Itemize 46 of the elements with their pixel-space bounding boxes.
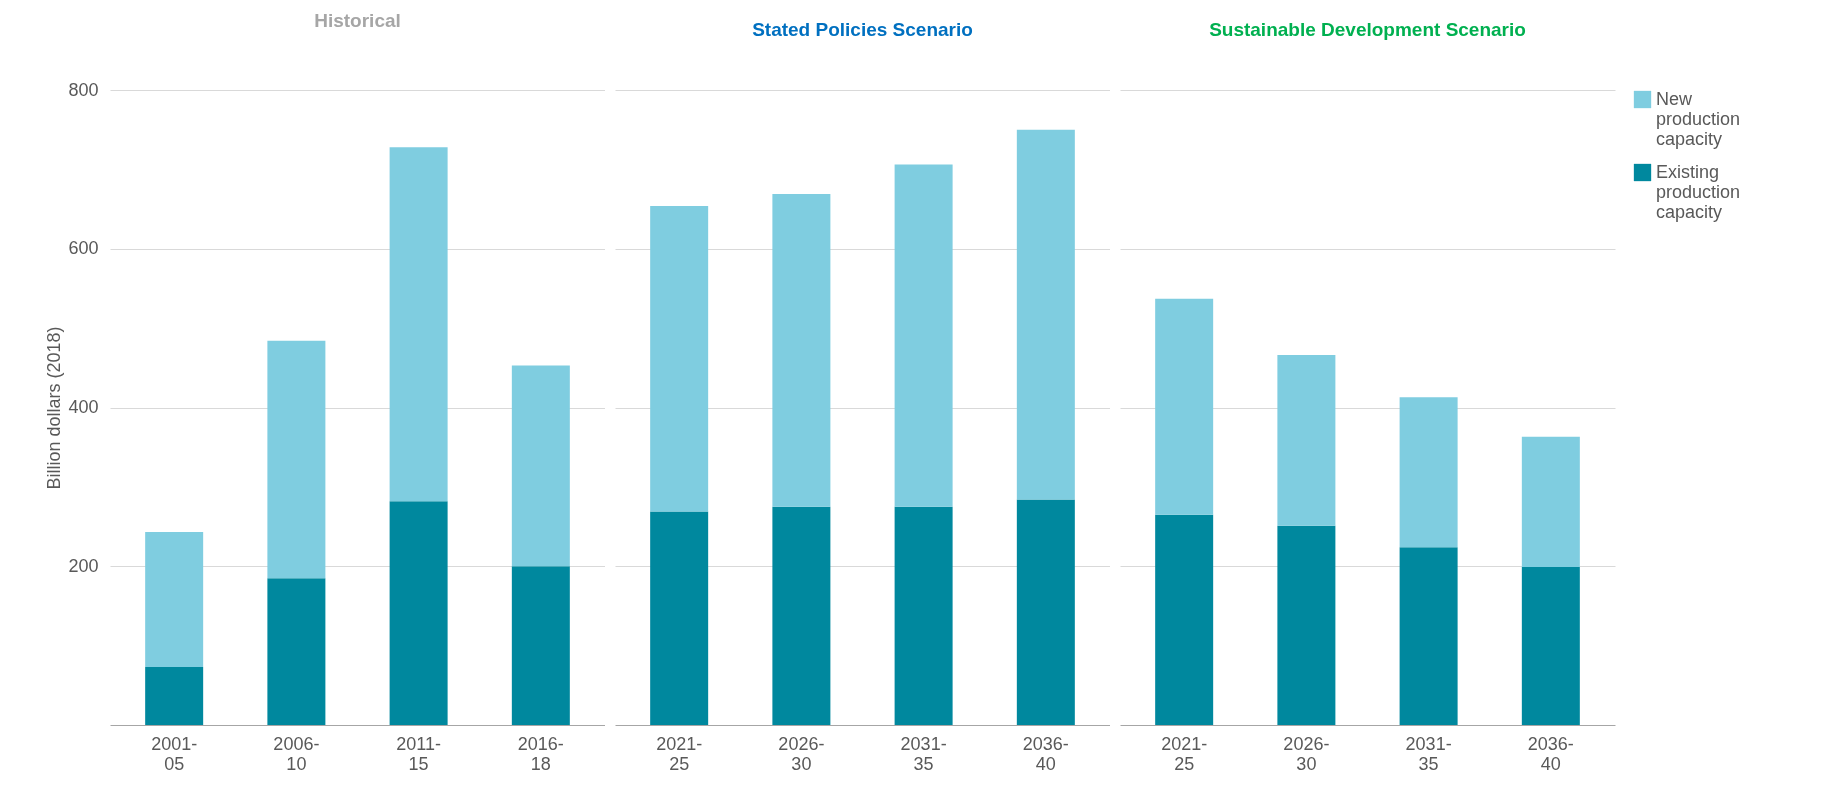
bar <box>267 340 326 579</box>
legend-label: New production capacity <box>1656 88 1741 149</box>
x-tick-label: 2016-18 <box>517 733 564 774</box>
chart-title: Historical <box>314 10 401 31</box>
chart-title: Stated Policies Scenario <box>752 19 973 40</box>
x-tick-label: 2006-10 <box>273 733 320 774</box>
bar <box>772 506 831 725</box>
x-tick-label: 2031-35 <box>1405 733 1452 774</box>
bar <box>772 193 831 507</box>
bar <box>1521 567 1580 725</box>
bar <box>894 164 953 507</box>
legend-label: Existing production capacity <box>1656 161 1741 222</box>
bar <box>1016 499 1075 725</box>
x-tick-label: 2036-40 <box>1527 733 1574 774</box>
bar <box>1277 525 1336 725</box>
y-axis-title: Billion dollars (2018) <box>44 326 65 490</box>
x-tick-label: 2026-30 <box>1283 733 1330 774</box>
bar <box>145 667 204 725</box>
bar <box>267 578 326 725</box>
bar <box>389 147 448 502</box>
bar <box>511 365 570 567</box>
bar <box>650 511 709 725</box>
x-tick-label: 2021-25 <box>1161 733 1208 774</box>
x-tick-label: 2026-30 <box>778 733 825 774</box>
bar <box>1399 547 1458 725</box>
bar <box>1521 436 1580 568</box>
y-tick-label: 800 <box>68 79 99 100</box>
chart-title: Sustainable Development Scenario <box>1209 19 1526 40</box>
y-tick-label: 600 <box>68 238 99 259</box>
bar <box>1399 397 1458 548</box>
x-tick-label: 2031-35 <box>900 733 947 774</box>
bar <box>894 506 953 725</box>
x-tick-label: 2021-25 <box>656 733 703 774</box>
y-tick-label: 200 <box>68 555 99 576</box>
x-tick-label: 2011-15 <box>396 733 441 774</box>
bar <box>650 205 709 512</box>
bar <box>1155 298 1214 515</box>
x-tick-label: 2001-05 <box>151 733 198 774</box>
bar <box>1016 129 1075 500</box>
y-tick-label: 400 <box>68 397 99 417</box>
bar <box>511 566 570 725</box>
bar <box>1155 514 1214 725</box>
bar <box>145 532 204 668</box>
x-tick-label: 2036-40 <box>1022 733 1069 774</box>
bar <box>389 501 448 725</box>
bar <box>1277 355 1336 526</box>
